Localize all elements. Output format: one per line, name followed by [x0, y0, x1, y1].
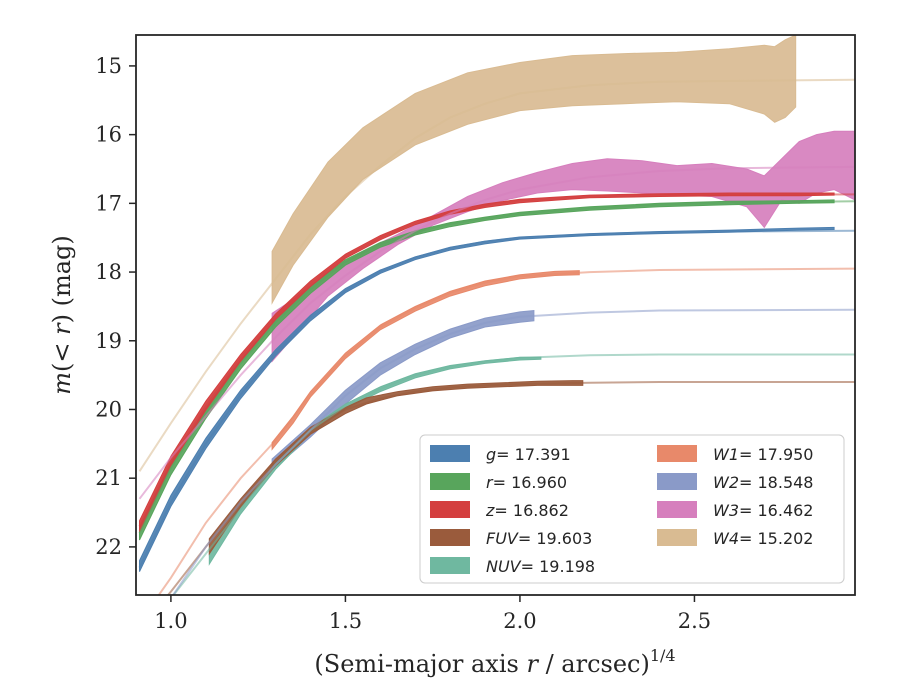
legend-box: [419, 434, 845, 584]
legend-swatch-r: [430, 473, 470, 490]
legend-swatch-w2: [657, 473, 697, 490]
legend-entry-nuv: NUV= 19.198: [486, 557, 595, 576]
x-axis: 1.0 1.5 2.0 2.5: [154, 595, 711, 633]
x-tick-label: 1.5: [329, 609, 362, 633]
data-band-w4: [271, 35, 797, 305]
x-tick-label: 1.0: [154, 609, 187, 633]
model-curve-w3: [138, 165, 855, 500]
legend-entry-g: g= 17.391: [486, 445, 571, 464]
y-tick-label: 21: [95, 466, 122, 490]
y-tick-label: 15: [95, 54, 122, 78]
model-curve-w4: [138, 78, 855, 472]
plot-frame: [135, 34, 856, 596]
y-tick-label: 20: [95, 397, 122, 421]
data-band-w2: [271, 309, 535, 471]
model-curves: [138, 78, 855, 595]
y-axis: 15 16 17 18 19 20 21 22: [95, 54, 136, 559]
x-tick-label: 2.5: [678, 609, 711, 633]
data-band-w3: [271, 130, 855, 363]
legend-entry-w4: W4= 15.202: [713, 529, 813, 548]
model-curve-r: [138, 200, 855, 534]
y-tick-label: 19: [95, 329, 122, 353]
data-band-g: [139, 226, 835, 572]
legend-entry-r: r= 16.960: [486, 473, 567, 492]
data-band-w1: [271, 270, 580, 451]
y-tick-label: 16: [95, 123, 122, 147]
legend-entry-z: z= 16.862: [485, 501, 569, 520]
y-axis-label: m(< r) (mag): [48, 235, 76, 395]
data-band-fuv: [208, 380, 584, 556]
legend-swatch-w3: [657, 501, 697, 518]
data-band-z: [139, 192, 835, 533]
legend-entry-fuv: FUV= 19.603: [486, 529, 592, 548]
legend-swatch-nuv: [430, 557, 470, 574]
y-tick-label: 17: [95, 191, 122, 215]
legend-swatch-w1: [657, 445, 697, 462]
x-axis-label: (Semi-major axis r / arcsec)1/4: [314, 646, 675, 678]
y-tick-label: 22: [95, 535, 122, 559]
model-curve-z: [138, 193, 855, 527]
model-curve-w2: [171, 308, 855, 595]
model-curve-nuv: [172, 353, 855, 595]
model-curve-g: [138, 229, 855, 568]
legend-swatch-z: [430, 501, 470, 518]
legend: g= 17.391 r= 16.960 z= 16.862 FUV= 19.603 NU…: [419, 434, 845, 584]
legend-swatch-fuv: [430, 529, 470, 546]
legend-entry-w2: W2= 18.548: [713, 473, 813, 492]
legend-swatch-w4: [657, 529, 697, 546]
y-tick-label: 18: [95, 260, 122, 284]
model-curve-w1: [157, 267, 855, 595]
legend-swatch-g: [430, 445, 470, 462]
legend-entry-w3: W3= 16.462: [713, 501, 813, 520]
x-tick-label: 2.0: [503, 609, 536, 633]
legend-entry-w1: W1= 17.950: [713, 445, 813, 464]
